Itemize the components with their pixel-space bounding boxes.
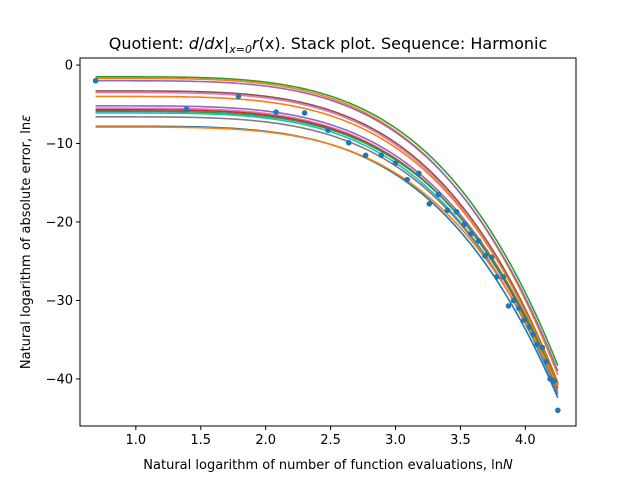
scatter-point-8 [362, 152, 369, 159]
x-tick-label: 2.5 [320, 433, 341, 448]
series-layer [95, 76, 559, 399]
series-line-6 [95, 95, 559, 385]
series-line-14 [95, 126, 559, 388]
scatter-point-10 [392, 160, 399, 166]
scatter-point-17 [461, 221, 468, 228]
scatter-layer [92, 77, 561, 414]
scatter-point-27 [521, 317, 527, 323]
series-line-12 [95, 116, 559, 394]
y-axis-label: Natural logarithm of absolute error, lnε [19, 115, 34, 369]
scatter-point-32 [543, 358, 549, 365]
scatter-point-18 [468, 230, 474, 237]
y-tick-label: −30 [46, 294, 73, 309]
scatter-point-5 [301, 110, 308, 116]
x-axis-label: Natural logarithm of number of function … [143, 458, 513, 473]
x-tick-label: 1.5 [190, 433, 211, 448]
scatter-point-35 [555, 407, 561, 414]
y-tick-label: −40 [46, 372, 73, 387]
scatter-point-30 [534, 341, 540, 348]
scatter-point-25 [510, 297, 517, 304]
scatter-point-15 [444, 207, 451, 214]
x-tick-label: 3.0 [385, 433, 406, 448]
scatter-point-12 [416, 170, 422, 177]
y-tick-label: −20 [46, 215, 73, 230]
y-tick-label: 0 [65, 59, 73, 74]
x-tick-label: 3.5 [450, 433, 471, 448]
chart-title: Quotient: d/dx|x=0r(x). Stack plot. Sequ… [109, 34, 548, 56]
scatter-point-1 [92, 77, 99, 84]
x-tick-label: 1.0 [125, 433, 146, 448]
scatter-point-23 [500, 274, 507, 280]
series-line-4 [95, 90, 559, 384]
scatter-point-21 [488, 254, 495, 261]
x-axis: 1.0 1.5 2.0 2.5 3.0 3.5 4.0 [125, 426, 536, 448]
x-tick-label: 2.0 [255, 433, 276, 448]
scatter-point-24 [505, 303, 512, 309]
scatter-point-34 [551, 378, 557, 385]
series-line-1 [95, 76, 559, 366]
scatter-point-29 [530, 331, 536, 337]
scatter-point-20 [482, 252, 488, 259]
scatter-point-14 [435, 191, 442, 198]
scatter-point-31 [539, 344, 546, 351]
scatter-point-9 [378, 152, 385, 159]
scatter-point-16 [453, 208, 460, 215]
y-tick-label: −10 [46, 137, 73, 152]
scatter-point-3 [235, 93, 242, 100]
scatter-point-7 [345, 139, 352, 146]
y-axis: 0 −10 −20 −30 −40 [46, 59, 80, 387]
scatter-point-11 [404, 176, 411, 183]
plot-frame [79, 57, 577, 427]
scatter-point-4 [273, 109, 279, 115]
x-tick-label: 4.0 [515, 433, 536, 448]
scatter-point-2 [183, 106, 190, 112]
scatter-point-28 [526, 324, 533, 330]
series-line-3 [95, 79, 559, 372]
scatter-point-6 [325, 127, 331, 133]
scatter-point-26 [516, 305, 522, 312]
scatter-point-19 [475, 238, 482, 244]
scatter-point-22 [493, 274, 500, 280]
scatter-point-13 [426, 201, 433, 207]
